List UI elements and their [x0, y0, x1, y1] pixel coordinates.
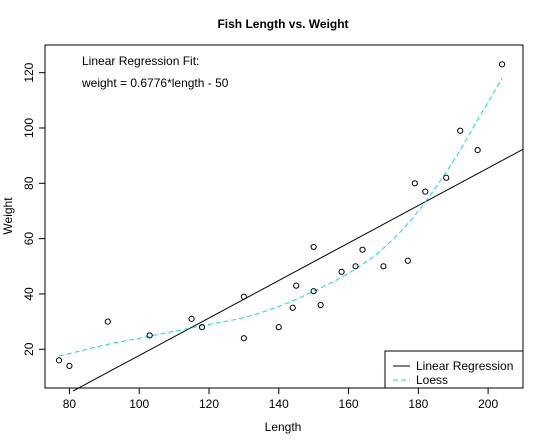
x-tick-label: 120	[199, 397, 219, 411]
y-tick-label: 20	[22, 342, 36, 356]
x-tick-label: 80	[63, 397, 77, 411]
regression-line	[72, 148, 524, 392]
data-point	[338, 268, 345, 275]
data-point	[198, 324, 206, 331]
y-tick-label: 120	[22, 62, 36, 82]
y-tick-label: 60	[22, 232, 36, 246]
data-point	[188, 315, 195, 322]
data-point	[380, 263, 387, 270]
loess-curve	[58, 77, 503, 357]
x-axis-label: Length	[265, 420, 302, 434]
data-point	[293, 282, 300, 289]
data-point	[275, 324, 282, 331]
y-tick-label: 80	[22, 176, 36, 190]
data-point	[352, 263, 359, 270]
regression-annotation: Linear Regression Fit: weight = 0.6776*l…	[81, 54, 229, 90]
x-tick-label: 180	[408, 397, 428, 411]
data-point	[404, 257, 411, 264]
data-point	[422, 188, 429, 195]
data-point	[66, 362, 73, 369]
annotation-line-1: Linear Regression Fit:	[82, 54, 199, 68]
data-point	[317, 301, 324, 309]
annotation-line-2: weight = 0.6776*length - 50	[81, 76, 229, 90]
legend-label-loess: Loess	[416, 373, 448, 387]
plot-area	[44, 44, 524, 392]
legend-label-regression: Linear Regression	[416, 359, 513, 373]
data-point	[240, 293, 247, 300]
plot-frame	[44, 44, 524, 389]
x-tick-label: 200	[478, 397, 498, 411]
data-point	[310, 288, 317, 295]
data-point	[104, 318, 111, 325]
data-point	[240, 335, 247, 342]
data-point	[146, 332, 153, 339]
y-axis: 20 40 60 80 100 120	[22, 62, 45, 356]
chart-title: Fish Length vs. Weight	[217, 17, 348, 31]
data-point	[474, 147, 481, 154]
x-tick-label: 160	[339, 397, 359, 411]
y-tick-label: 100	[22, 118, 36, 138]
x-axis: 80 100 120 140 160 180 200	[63, 388, 498, 411]
x-tick-label: 100	[129, 397, 149, 411]
y-tick-label: 40	[22, 287, 36, 301]
data-point	[443, 174, 450, 181]
legend-box	[384, 350, 524, 389]
data-point	[411, 180, 418, 187]
data-point	[359, 246, 366, 253]
data-point	[289, 304, 296, 311]
fit-lines	[58, 77, 524, 392]
x-tick-label: 140	[269, 397, 289, 411]
data-point	[457, 127, 464, 134]
data-point	[498, 61, 506, 68]
data-point	[55, 357, 63, 364]
y-axis-label: Weight	[1, 197, 15, 235]
legend: Linear Regression Loess	[384, 350, 524, 389]
data-points	[55, 61, 506, 369]
data-point	[310, 243, 317, 251]
